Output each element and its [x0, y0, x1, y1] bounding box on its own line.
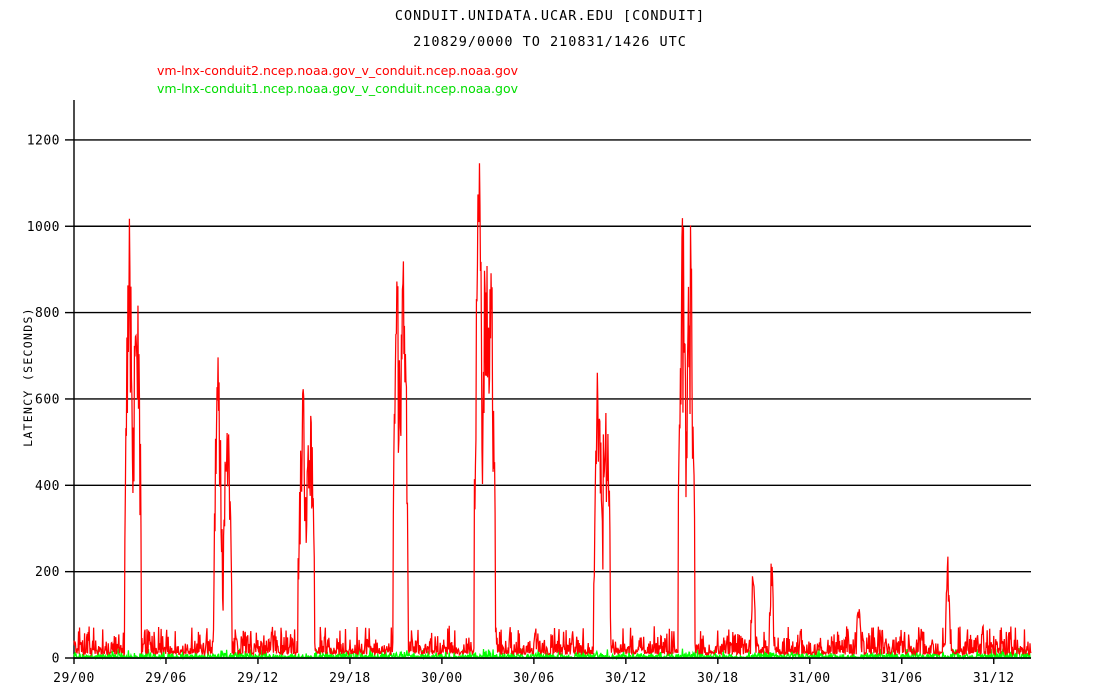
page-title: CONDUIT.UNIDATA.UCAR.EDU [CONDUIT] — [394, 8, 706, 24]
x-tick-label-31/06: 31/06 — [881, 671, 923, 686]
y-tick-label-1000: 1000 — [27, 220, 60, 235]
y-tick-label-200: 200 — [35, 565, 60, 580]
x-tick-label-30/12: 30/12 — [605, 671, 647, 686]
y-tick-label-800: 800 — [35, 306, 60, 321]
x-tick-label-29/06: 29/06 — [145, 671, 187, 686]
y-tick-label-1200: 1200 — [27, 133, 60, 148]
x-tick-label-29/12: 29/12 — [237, 671, 279, 686]
chart-legend: vm-lnx-conduit2.ncep.noaa.gov_v_conduit.… — [157, 62, 518, 98]
x-tick-label-31/12: 31/12 — [973, 671, 1015, 686]
y-tick-label-0: 0 — [52, 652, 60, 667]
legend-item-conduit1: vm-lnx-conduit1.ncep.noaa.gov_v_conduit.… — [157, 81, 519, 96]
chart-subtitle: 210829/0000 TO 210831/1426 UTC — [413, 34, 687, 50]
x-tick-label-29/00: 29/00 — [53, 671, 95, 686]
chart-title-block: CONDUIT.UNIDATA.UCAR.EDU [CONDUIT] 21082… — [0, 8, 1100, 51]
x-tick-label-30/00: 30/00 — [421, 671, 463, 686]
y-tick-label-400: 400 — [35, 479, 60, 494]
x-tick-label-30/06: 30/06 — [513, 671, 555, 686]
x-tick-label-30/18: 30/18 — [697, 671, 739, 686]
series-line-conduit2 — [73, 163, 1032, 657]
x-tick-label-31/00: 31/00 — [789, 671, 831, 686]
x-tick-label-29/18: 29/18 — [329, 671, 371, 686]
y-tick-label-600: 600 — [35, 392, 60, 407]
legend-item-conduit2: vm-lnx-conduit2.ncep.noaa.gov_v_conduit.… — [157, 63, 519, 78]
